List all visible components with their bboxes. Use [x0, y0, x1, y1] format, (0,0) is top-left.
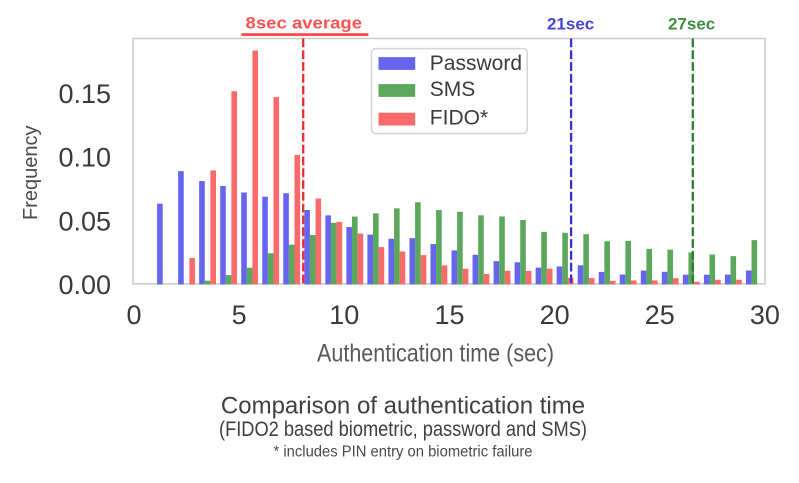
svg-text:Authentication time (sec): Authentication time (sec) — [317, 340, 554, 368]
svg-text:FIDO*: FIDO* — [430, 107, 488, 130]
svg-text:5: 5 — [232, 300, 247, 330]
svg-text:(FIDO2 based biometric, passwo: (FIDO2 based biometric, password and SMS… — [219, 418, 587, 441]
svg-text:10: 10 — [329, 300, 359, 330]
svg-text:Password: Password — [430, 52, 522, 75]
svg-text:0: 0 — [126, 300, 141, 330]
svg-text:25: 25 — [645, 300, 675, 330]
svg-text:Frequency: Frequency — [20, 126, 42, 221]
svg-text:0.15: 0.15 — [58, 79, 111, 109]
svg-text:20: 20 — [540, 300, 570, 330]
svg-text:8sec average: 8sec average — [246, 14, 363, 33]
svg-text:21sec: 21sec — [547, 15, 594, 34]
svg-text:0.05: 0.05 — [58, 206, 111, 236]
svg-text:Comparison of authentication t: Comparison of authentication time — [221, 393, 585, 420]
svg-text:30: 30 — [750, 300, 780, 330]
svg-text:0.10: 0.10 — [58, 143, 111, 173]
svg-text:* includes PIN entry on biomet: * includes PIN entry on biometric failur… — [274, 444, 533, 461]
svg-text:0.00: 0.00 — [58, 270, 111, 300]
svg-text:15: 15 — [434, 300, 464, 330]
svg-text:SMS: SMS — [430, 78, 476, 101]
svg-text:27sec: 27sec — [668, 15, 715, 34]
